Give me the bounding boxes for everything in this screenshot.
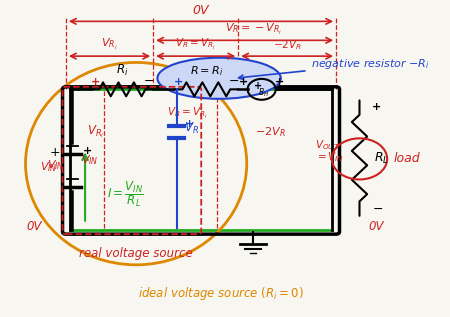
Text: $-2V_R$: $-2V_R$ [273,39,302,52]
Text: ideal voltage source $(R_i = 0)$: ideal voltage source $(R_i = 0)$ [139,285,304,302]
Text: 0V: 0V [369,220,384,233]
Text: +: + [83,146,92,156]
Text: $I = \dfrac{V_{IN}}{R_L}$: $I = \dfrac{V_{IN}}{R_L}$ [107,179,144,209]
Text: $R_i$: $R_i$ [116,63,128,78]
Text: $V_R = V_{R_i}$: $V_R = V_{R_i}$ [176,37,216,52]
Text: $V_{IN}$: $V_{IN}$ [81,153,98,167]
Text: load: load [393,152,420,165]
Text: negative resistor $-R_i$: negative resistor $-R_i$ [238,57,429,80]
Text: $V_R = V_{R_i}$: $V_R = V_{R_i}$ [167,106,207,120]
Text: 0V: 0V [26,220,42,233]
Text: $V_R = -V_{R_i}$: $V_R = -V_{R_i}$ [225,22,282,36]
Text: $V_{R_i}$: $V_{R_i}$ [87,124,104,140]
Text: −: − [144,75,154,88]
Text: $V_{IN}$: $V_{IN}$ [40,160,58,174]
Text: real voltage source: real voltage source [79,247,193,260]
Ellipse shape [158,58,281,99]
Text: +: + [238,77,248,87]
Text: $R = R_i$: $R = R_i$ [190,64,223,78]
Text: $R_L$: $R_L$ [374,151,389,166]
Text: $V_{R_i}$: $V_{R_i}$ [101,37,118,52]
Text: +: + [91,77,100,87]
Text: +: + [372,102,382,112]
Text: +: + [174,77,183,87]
Text: −: − [229,75,239,88]
Text: +: + [50,146,61,159]
Text: +: + [254,81,262,91]
Text: +: + [185,119,194,129]
Text: $= V_{IN}$: $= V_{IN}$ [315,151,344,164]
Text: $V_{IN}$: $V_{IN}$ [46,158,64,172]
Text: $-2V_R$: $-2V_R$ [255,125,285,139]
Text: +: + [275,77,284,87]
Text: −: − [372,203,383,216]
Text: $B_H$: $B_H$ [258,86,270,99]
Text: $-V_R$: $-V_R$ [175,121,200,136]
Text: 0V: 0V [193,3,209,16]
Text: $V_{OUT}$: $V_{OUT}$ [315,138,340,152]
